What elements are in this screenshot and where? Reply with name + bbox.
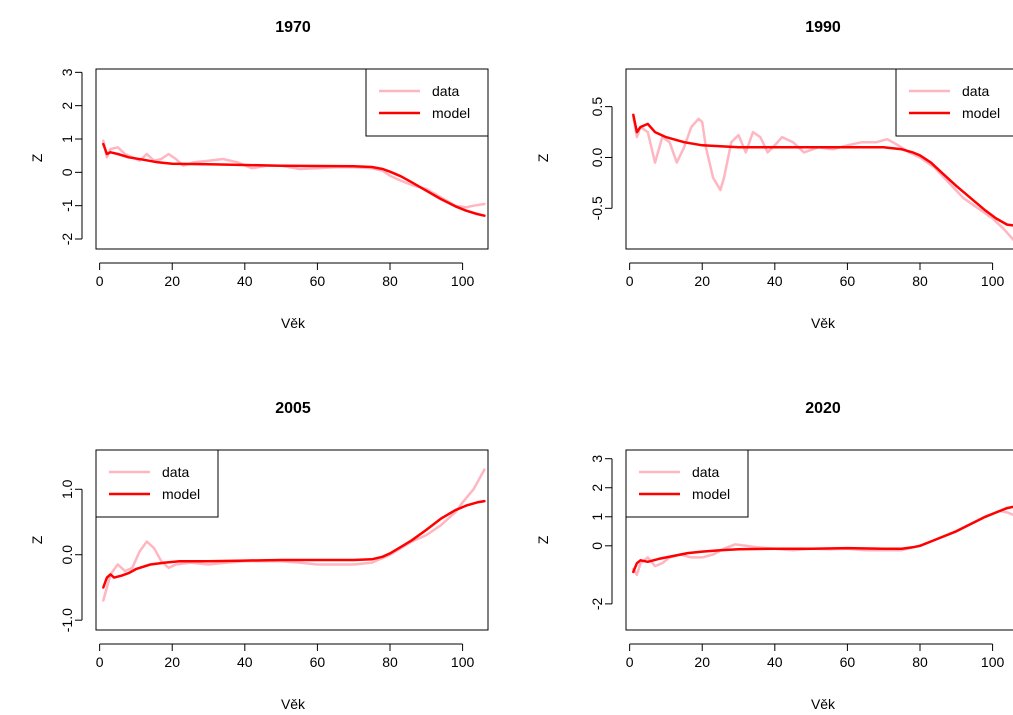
x-tick-label: 20 — [164, 273, 180, 289]
x-tick-label: 80 — [382, 273, 398, 289]
plot-title: 1990 — [805, 19, 841, 36]
legend: data model — [95, 449, 219, 518]
x-tick-label: 80 — [912, 654, 928, 670]
legend: data model — [625, 449, 749, 518]
y-tick-label: 2 — [59, 102, 75, 110]
x-tick-label: 100 — [981, 273, 1005, 289]
legend-label-data: data — [962, 83, 989, 99]
plot-frame — [625, 68, 1013, 250]
x-tick-label: 0 — [626, 654, 634, 670]
series-line-model — [632, 113, 1013, 227]
x-tick-label: 0 — [626, 273, 634, 289]
y-tick-label: 0 — [589, 542, 605, 550]
legend-label-model: model — [162, 486, 200, 502]
legend-box — [895, 68, 1013, 137]
y-axis-label: Z — [535, 535, 551, 544]
y-tick-label: -1 — [59, 199, 75, 212]
plot-frame — [95, 449, 489, 631]
x-tick-label: 60 — [840, 654, 856, 670]
series-line-data — [632, 115, 1013, 242]
y-axis-label: Z — [29, 153, 45, 162]
y-tick-label: 2 — [589, 484, 605, 492]
plot-frame — [95, 68, 489, 250]
plot-area: 0 20 40 60 80 100 -2 0 1 2 3 data model — [589, 449, 1013, 670]
y-tick-label: -2 — [589, 597, 605, 610]
y-tick-label: 1 — [589, 513, 605, 521]
x-tick-label: 100 — [451, 654, 475, 670]
plot-title: 1970 — [275, 19, 311, 36]
x-tick-label: 60 — [840, 273, 856, 289]
x-axis-label: Věk — [281, 315, 306, 331]
x-tick-label: 60 — [310, 654, 326, 670]
plot-title: 2020 — [805, 400, 841, 417]
x-tick-label: 0 — [96, 654, 104, 670]
y-tick-label: 0.0 — [59, 545, 75, 565]
y-tick-label: -0.5 — [589, 196, 605, 220]
panel-2020: 2020 Věk Z 0 20 40 60 80 100 -2 0 1 2 3 data model — [535, 400, 1013, 712]
y-tick-label: 0 — [59, 168, 75, 176]
panel-1970: 1970 Věk Z 0 20 40 60 80 100 -2 -1 0 1 2 3 data model — [29, 19, 489, 331]
panel-1990: 1990 Věk Z 0 20 40 60 80 100 -0.5 0.0 0.5 data mod… — [535, 19, 1013, 331]
x-tick-label: 20 — [164, 654, 180, 670]
legend: data model — [365, 68, 489, 137]
x-tick-label: 40 — [237, 273, 253, 289]
y-tick-label: -1.0 — [59, 608, 75, 632]
legend-box — [625, 449, 749, 518]
x-tick-label: 40 — [767, 654, 783, 670]
plot-title: 2005 — [275, 400, 311, 417]
legend-label-model: model — [432, 105, 470, 121]
x-tick-label: 60 — [310, 273, 326, 289]
x-tick-label: 40 — [237, 654, 253, 670]
series-line-model — [102, 142, 486, 217]
y-tick-label: -2 — [59, 233, 75, 246]
x-tick-label: 100 — [451, 273, 475, 289]
legend: data model — [895, 68, 1013, 137]
legend-label-model: model — [962, 105, 1000, 121]
legend-label-data: data — [162, 464, 189, 480]
panel-2005: 2005 Věk Z 0 20 40 60 80 100 -1.0 0.0 1.0 data mod… — [29, 400, 489, 712]
plot-area: 0 20 40 60 80 100 -2 -1 0 1 2 3 data model — [59, 68, 489, 289]
x-axis-label: Věk — [811, 696, 836, 712]
y-tick-label: 3 — [589, 455, 605, 463]
plot-area: 0 20 40 60 80 100 -0.5 0.0 0.5 data model — [589, 68, 1013, 289]
legend-label-data: data — [432, 83, 459, 99]
y-tick-label: 0.5 — [589, 97, 605, 117]
plot-area: 0 20 40 60 80 100 -1.0 0.0 1.0 data model — [59, 449, 489, 670]
x-tick-label: 20 — [694, 273, 710, 289]
x-tick-label: 80 — [382, 654, 398, 670]
series-line-model — [102, 499, 486, 589]
legend-box — [365, 68, 489, 137]
legend-box — [95, 449, 219, 518]
series-line-model — [632, 505, 1013, 574]
y-axis-label: Z — [29, 535, 45, 544]
y-tick-label: 3 — [59, 68, 75, 76]
legend-label-model: model — [692, 486, 730, 502]
x-axis-label: Věk — [811, 315, 836, 331]
y-axis-label: Z — [535, 153, 551, 162]
y-tick-label: 0.0 — [589, 148, 605, 168]
x-tick-label: 20 — [694, 654, 710, 670]
plot-frame — [625, 449, 1013, 631]
legend-label-data: data — [692, 464, 719, 480]
y-tick-label: 1 — [59, 135, 75, 143]
y-tick-label: 1.0 — [59, 479, 75, 499]
x-axis-label: Věk — [281, 696, 306, 712]
x-tick-label: 40 — [767, 273, 783, 289]
x-tick-label: 0 — [96, 273, 104, 289]
x-tick-label: 80 — [912, 273, 928, 289]
x-tick-label: 100 — [981, 654, 1005, 670]
